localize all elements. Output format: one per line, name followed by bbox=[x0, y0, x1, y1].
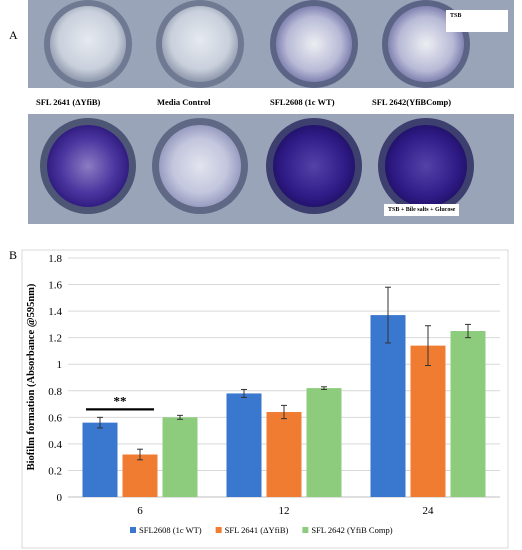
well-label-2642: SFL 2642(YfiBComp) bbox=[372, 97, 452, 107]
y-tick-label: 1.4 bbox=[48, 306, 62, 318]
legend-label: SFL 2642 (YfiB Comp) bbox=[311, 525, 392, 535]
y-tick-label: 0 bbox=[57, 492, 63, 504]
legend-swatch bbox=[302, 527, 309, 533]
tag-tsb-bile-glucose: TSB + Bile salts + Glucose bbox=[384, 204, 460, 216]
y-tick-label: 0.6 bbox=[48, 412, 62, 424]
well-top-row bbox=[44, 0, 470, 88]
bar bbox=[162, 417, 198, 497]
bar bbox=[450, 331, 486, 497]
legend-label: SFL2608 (1c WT) bbox=[139, 525, 202, 535]
y-tick-label: 1 bbox=[57, 359, 63, 371]
y-tick-label: 0.4 bbox=[48, 439, 62, 451]
y-tick-label: 0.8 bbox=[48, 386, 62, 398]
x-tick-label: 6 bbox=[137, 505, 143, 517]
well-bsg-2608 bbox=[273, 125, 355, 207]
y-axis-label: Biofilm formation (Absorbance @595nm) bbox=[26, 283, 37, 470]
well-tsb-2642 bbox=[388, 6, 464, 82]
well-tsb-2641 bbox=[50, 6, 126, 82]
well-label-2641: SFL 2641 (ΔYfiB) bbox=[36, 97, 101, 107]
well-bsg-media bbox=[159, 125, 241, 207]
bar bbox=[306, 388, 342, 497]
well-tsb-2608 bbox=[276, 6, 352, 82]
legend-swatch bbox=[215, 527, 222, 533]
chart-bars: ** bbox=[82, 286, 486, 497]
well-bsg-2641 bbox=[47, 125, 129, 207]
plate-photo bbox=[28, 0, 514, 224]
well-label-media: Media Control bbox=[157, 97, 211, 107]
bar bbox=[410, 345, 446, 497]
y-tick-label: 1.6 bbox=[48, 280, 62, 292]
y-tick-label: 0.2 bbox=[48, 465, 62, 477]
legend-label: SFL 2641 (ΔYfiB) bbox=[225, 525, 289, 535]
well-bottom-row bbox=[40, 118, 474, 214]
bar bbox=[226, 393, 262, 497]
bar bbox=[370, 315, 406, 497]
bar bbox=[122, 454, 158, 497]
well-label-2608: SFL2608 (1c WT) bbox=[270, 97, 335, 107]
bar bbox=[82, 422, 118, 497]
x-tick-label: 24 bbox=[423, 505, 435, 517]
y-tick-label: 1.2 bbox=[48, 333, 62, 345]
legend-swatch bbox=[130, 527, 136, 533]
chart-legend: SFL2608 (1c WT) SFL 2641 (ΔYfiB) SFL 2642 … bbox=[130, 525, 393, 535]
significance-marker: ** bbox=[114, 393, 127, 408]
y-tick-labels: 0 0.2 0.4 0.6 0.8 1 1.2 1.4 1.6 1.8 bbox=[48, 253, 62, 504]
bar bbox=[266, 412, 302, 497]
well-tsb-media bbox=[162, 6, 238, 82]
panel-b-letter: B bbox=[9, 248, 18, 262]
x-tick-label: 12 bbox=[279, 505, 290, 517]
tag-tsb: TSB bbox=[446, 10, 508, 32]
label-strip bbox=[28, 88, 514, 114]
biofilm-bar-chart: 0 0.2 0.4 0.6 0.8 1 1.2 1.4 1.6 1.8 ** 6 12 24 Biof… bbox=[21, 249, 509, 549]
well-bsg-2642 bbox=[385, 125, 467, 207]
y-tick-label: 1.8 bbox=[48, 253, 62, 265]
x-tick-labels: 6 12 24 bbox=[137, 505, 434, 517]
panel-a-letter: A bbox=[9, 28, 18, 42]
